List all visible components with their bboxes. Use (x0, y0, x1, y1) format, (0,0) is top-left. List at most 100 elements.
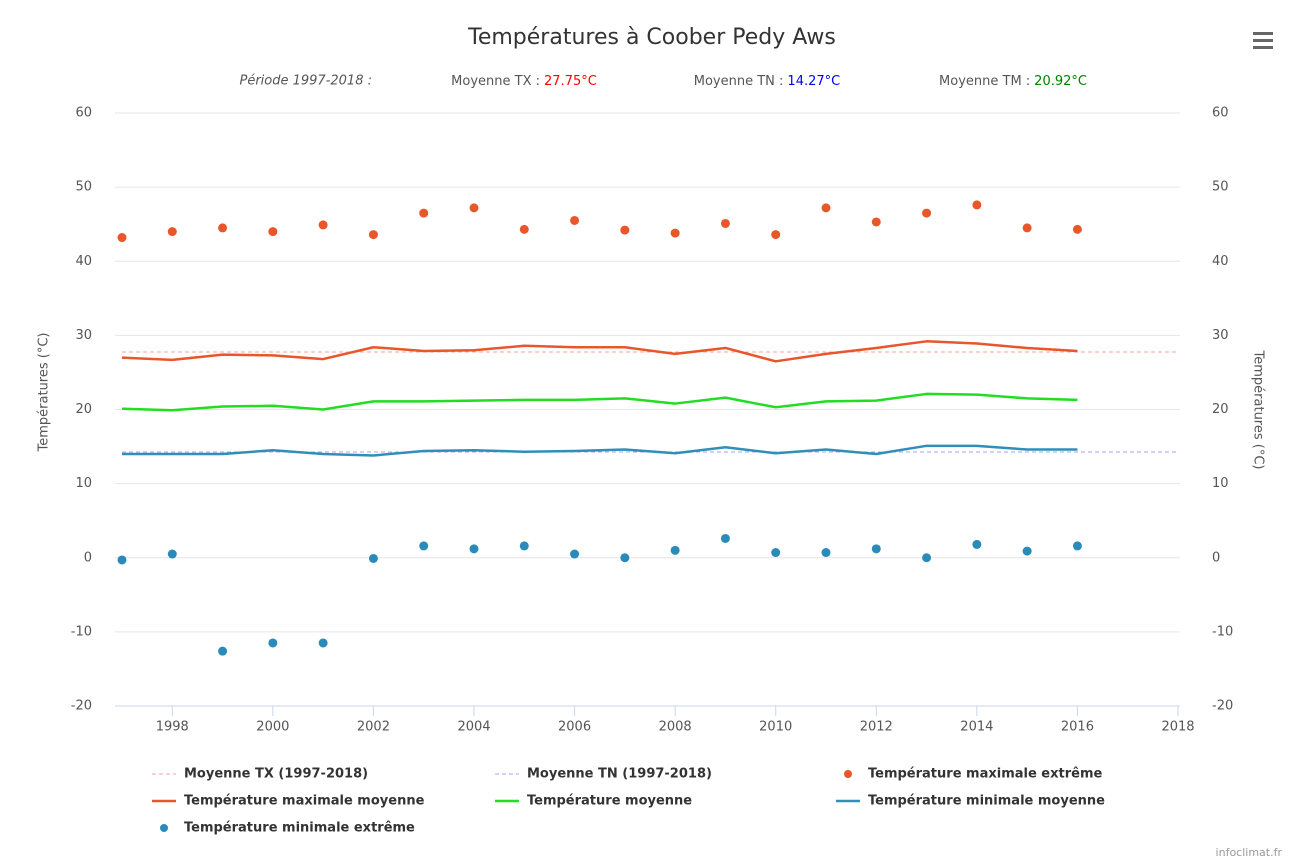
scatter-point (368, 553, 378, 563)
scatter-point (670, 228, 680, 238)
y-tick-label: -20 (71, 699, 92, 714)
scatter-point (117, 233, 127, 243)
y2-axis-label: Températures (°C) (1251, 350, 1266, 470)
scatter-point (972, 200, 982, 210)
legend-symbol (160, 824, 168, 832)
x-tick-label: 1998 (156, 720, 189, 735)
stat-label: Moyenne TX : (451, 74, 540, 89)
y-tick-label: 60 (75, 106, 92, 121)
scatter-point (720, 533, 730, 543)
scatter-point (570, 549, 580, 559)
x-tick-label: 2012 (860, 720, 893, 735)
legend-symbol (844, 770, 852, 778)
y-tick-label: 20 (75, 402, 92, 417)
y2-tick-label: 40 (1212, 254, 1229, 269)
y-tick-label: 10 (75, 476, 92, 491)
scatter-point (117, 555, 127, 565)
scatter-point (318, 638, 328, 648)
scatter-point (771, 548, 781, 558)
x-tick-label: 2016 (1061, 720, 1094, 735)
scatter-point (318, 220, 328, 230)
scatter-point (218, 223, 228, 233)
legend-label: Température minimale extrême (184, 821, 415, 836)
scatter-point (1072, 541, 1082, 551)
scatter-point (1022, 223, 1032, 233)
scatter-point (519, 541, 529, 551)
x-tick-label: 2014 (960, 720, 993, 735)
scatter-point (1072, 224, 1082, 234)
y2-tick-label: 10 (1212, 476, 1229, 491)
series-line (121, 392, 1078, 412)
menu-bar (1253, 32, 1273, 35)
y-tick-label: -10 (71, 624, 92, 639)
stat-label: Moyenne TN : (694, 74, 784, 89)
legend-item[interactable]: Température moyenne (495, 794, 692, 809)
stat-label: Moyenne TM : (939, 74, 1030, 89)
chart-title: Températures à Coober Pedy Aws (467, 25, 836, 50)
subtitle-stat: Moyenne TN :14.27°C (694, 74, 840, 89)
scatter-point (922, 553, 932, 563)
legend-item[interactable]: Moyenne TN (1997-2018) (495, 767, 712, 782)
x-tick-label: 2002 (357, 720, 390, 735)
legend-item[interactable]: Température minimale moyenne (836, 794, 1105, 809)
scatter-point (620, 225, 630, 235)
y-tick-label: 50 (75, 180, 92, 195)
scatter-point (620, 553, 630, 563)
scatter-point (469, 203, 479, 213)
scatter-point (771, 230, 781, 240)
scatter-point (469, 544, 479, 554)
scatter-point (419, 541, 429, 551)
scatter-point (419, 208, 429, 218)
subtitle-period: Période 1997-2018 : (239, 74, 372, 89)
scatter-point (972, 539, 982, 549)
y2-tick-label: -20 (1212, 699, 1233, 714)
subtitle-stat: Moyenne TM : 20.92°C (939, 74, 1087, 89)
scatter-point (268, 638, 278, 648)
scatter-point (922, 208, 932, 218)
scatter-point (570, 215, 580, 225)
legend-item[interactable]: Température maximale moyenne (152, 794, 425, 809)
scatter-point (368, 230, 378, 240)
menu-icon[interactable] (1253, 32, 1273, 49)
legend-label: Moyenne TN (1997-2018) (527, 767, 712, 782)
y-axis-label: Températures (°C) (37, 333, 52, 453)
scatter-point (720, 218, 730, 228)
credits: infoclimat.fr (1216, 846, 1283, 859)
legend-label: Température minimale moyenne (868, 794, 1105, 809)
scatter-point (871, 217, 881, 227)
subtitle-stat: Moyenne TX : 27.75°C (451, 74, 597, 89)
legend-label: Température maximale moyenne (184, 794, 425, 809)
y-tick-label: 0 (84, 550, 92, 565)
stat-value: 14.27°C (787, 74, 840, 89)
x-tick-label: 2004 (457, 720, 490, 735)
scatter-point (821, 203, 831, 213)
legend-item[interactable]: Température maximale extrême (844, 767, 1103, 782)
y-tick-label: 40 (75, 254, 92, 269)
y2-tick-label: 60 (1212, 106, 1229, 121)
scatter-point (167, 549, 177, 559)
scatter-point (519, 224, 529, 234)
scatter-point (871, 544, 881, 554)
series-line (121, 340, 1078, 363)
series-line (122, 444, 1078, 457)
scatter-point (268, 227, 278, 237)
y2-tick-label: 0 (1212, 550, 1220, 565)
stat-value: 20.92°C (1034, 74, 1087, 89)
y2-tick-label: 20 (1212, 402, 1229, 417)
y2-tick-label: 50 (1212, 180, 1229, 195)
scatter-point (821, 548, 831, 558)
x-tick-label: 2018 (1161, 720, 1194, 735)
x-tick-label: 2006 (558, 720, 591, 735)
legend-label: Température moyenne (527, 794, 692, 809)
legend-item[interactable]: Moyenne TX (1997-2018) (152, 767, 368, 782)
menu-bar (1253, 39, 1273, 42)
menu-bar (1253, 46, 1273, 49)
legend-label: Moyenne TX (1997-2018) (184, 767, 368, 782)
x-tick-label: 2000 (256, 720, 289, 735)
stat-value: 27.75°C (544, 74, 597, 89)
y2-tick-label: 30 (1212, 328, 1229, 343)
scatter-point (670, 545, 680, 555)
y2-tick-label: -10 (1212, 624, 1233, 639)
legend-item[interactable]: Température minimale extrême (160, 821, 415, 836)
